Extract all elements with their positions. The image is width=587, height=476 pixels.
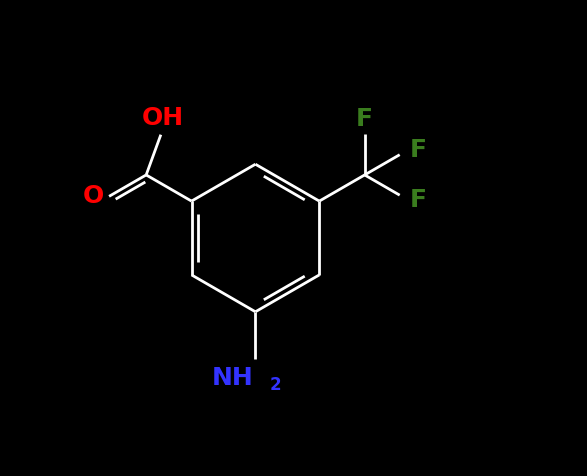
Text: NH: NH: [211, 367, 253, 390]
Text: 2: 2: [269, 376, 281, 394]
Text: F: F: [409, 188, 426, 212]
Text: F: F: [409, 138, 426, 162]
Text: OH: OH: [142, 106, 184, 130]
Text: F: F: [356, 107, 373, 131]
Text: O: O: [83, 184, 104, 208]
